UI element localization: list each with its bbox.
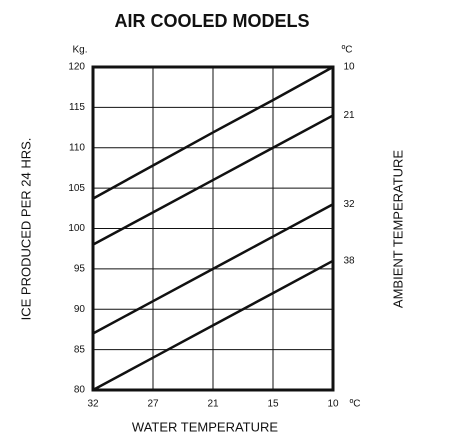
series-line — [92, 65, 334, 200]
series-label: 21 — [343, 110, 355, 121]
y-tick-label: 120 — [68, 62, 85, 73]
x-tick-label: 32 — [87, 399, 99, 410]
y-tick-label: 85 — [74, 344, 86, 355]
x-tick-label: 10 — [327, 399, 339, 410]
y-tick-label: 110 — [69, 142, 85, 153]
series-unit: ºC — [342, 45, 353, 56]
series-title: AMBIENT TEMPERATURE — [390, 150, 405, 309]
x-tick-label: 15 — [267, 399, 279, 410]
x-axis-title: WATER TEMPERATURE — [132, 419, 278, 434]
series-label: 38 — [343, 255, 355, 266]
series-line — [92, 114, 334, 246]
y-unit: Kg. — [72, 45, 87, 56]
y-tick-label: 115 — [69, 102, 85, 113]
y-tick-label: 105 — [68, 183, 85, 194]
x-tick-label: 21 — [207, 399, 219, 410]
series-line — [92, 203, 334, 335]
x-tick-label: 27 — [147, 399, 159, 410]
y-tick-label: 100 — [68, 223, 85, 234]
y-tick-label: 95 — [74, 264, 86, 275]
chart-title: AIR COOLED MODELS — [114, 11, 309, 31]
series-label: 32 — [343, 199, 355, 210]
series-label: 10 — [343, 62, 355, 73]
y-tick-label: 80 — [74, 385, 86, 396]
plot-frame — [91, 65, 335, 392]
x-unit: ºC — [350, 399, 361, 410]
y-tick-label: 90 — [74, 304, 86, 315]
series-line — [92, 259, 334, 392]
y-axis-title: ICE PRODUCED PER 24 HRS. — [18, 138, 33, 321]
